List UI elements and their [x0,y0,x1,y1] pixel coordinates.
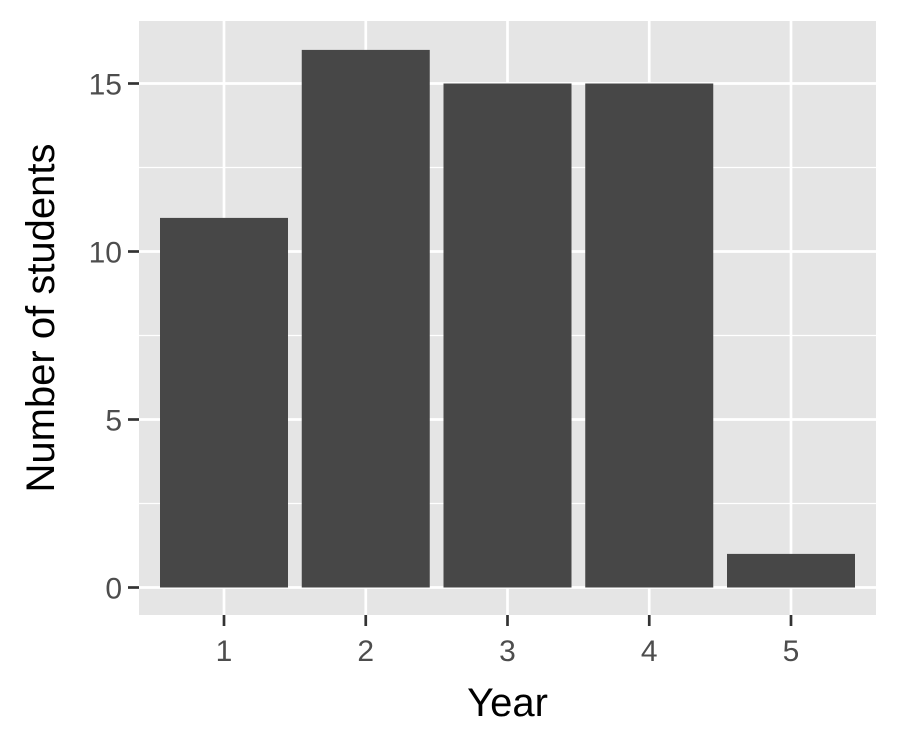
y-tick-label: 0 [105,573,122,606]
x-axis-title: Year [467,681,548,725]
bar-3 [443,83,572,588]
bar-2 [301,49,430,588]
x-tick-label: 3 [499,635,516,668]
x-tick-label: 4 [641,635,658,668]
x-tick-label: 1 [216,635,233,668]
x-axis: 1 2 3 4 5 [216,615,800,668]
bar-5 [727,553,855,588]
y-tick-label: 15 [89,69,122,102]
bar-4 [585,83,714,588]
bars [160,49,855,588]
x-tick-label: 5 [783,635,800,668]
x-tick-label: 2 [357,635,374,668]
y-axis-title: Number of students [19,143,63,492]
y-axis: 0 5 10 15 [89,69,139,606]
y-tick-label: 10 [89,237,122,270]
y-tick-label: 5 [105,405,122,438]
bar-1 [160,217,288,588]
